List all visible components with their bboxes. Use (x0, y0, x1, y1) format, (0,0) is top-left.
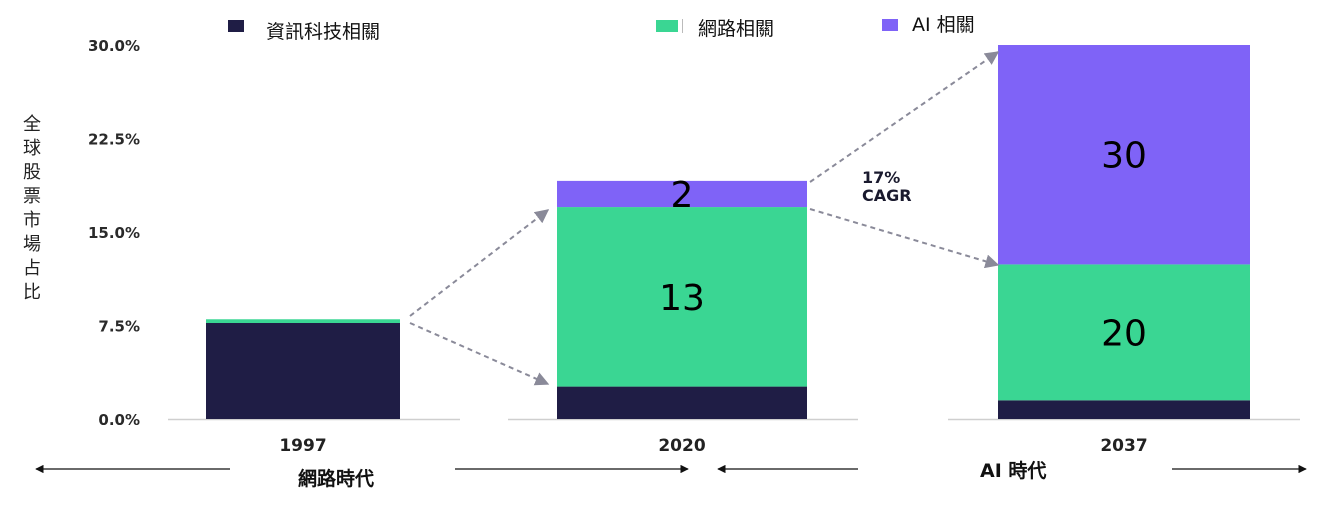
y-axis-ticks: 0.0% 7.5% 15.0% 22.5% 30.0% (88, 37, 140, 429)
x-tick-label: 2020 (658, 436, 705, 456)
era-label-ai: AI 時代 (980, 460, 1046, 482)
data-label: 30 (1101, 136, 1147, 177)
x-tick-label: 1997 (279, 436, 326, 456)
legend-swatch-it (228, 20, 244, 32)
y-tick-label: 30.0% (88, 37, 140, 55)
bar-segment (557, 180, 807, 208)
arrow-2020-to-2037-bottom (809, 208, 1000, 269)
legend-label-it: 資訊科技相關 (266, 21, 380, 43)
legend-swatch-ai (882, 19, 898, 31)
arrow-1997-to-2020-bottom (409, 322, 550, 386)
bar-segment (557, 207, 807, 387)
x-tick-label: 2037 (1100, 436, 1147, 456)
y-tick-label: 15.0% (88, 224, 140, 242)
bars (206, 45, 1250, 419)
cagr-percent: 17% (862, 168, 900, 187)
bar-segment (206, 323, 400, 419)
bar-segment (557, 386, 807, 419)
y-tick-label: 22.5% (88, 131, 140, 149)
arrow-1997-to-2020-top (409, 209, 550, 317)
legend-swatch-internet (656, 20, 678, 32)
legend: 資訊科技相關 網路相關 AI 相關 (228, 14, 975, 43)
data-label: 2 (671, 175, 694, 216)
cagr-label: CAGR (862, 186, 912, 205)
y-tick-label: 0.0% (98, 411, 140, 429)
legend-label-internet: 網路相關 (698, 18, 774, 40)
data-labels: 13 2 20 30 (659, 136, 1147, 355)
bar-segment (998, 264, 1250, 401)
data-label: 20 (1101, 313, 1147, 354)
data-label: 13 (659, 278, 705, 319)
x-axis-ticks: 1997 2020 2037 (279, 436, 1147, 456)
legend-label-ai: AI 相關 (912, 14, 975, 36)
y-axis-label: 全球股票市場占比 (23, 114, 41, 303)
bar-segment (206, 319, 400, 324)
arrow-2020-to-2037-top (809, 51, 1000, 183)
growth-arrows (409, 51, 1000, 386)
bar-segment (998, 45, 1250, 265)
y-tick-label: 7.5% (98, 318, 140, 336)
legend-divider (682, 19, 683, 33)
bar-segment (998, 400, 1250, 419)
era-label-internet: 網路時代 (298, 467, 374, 490)
